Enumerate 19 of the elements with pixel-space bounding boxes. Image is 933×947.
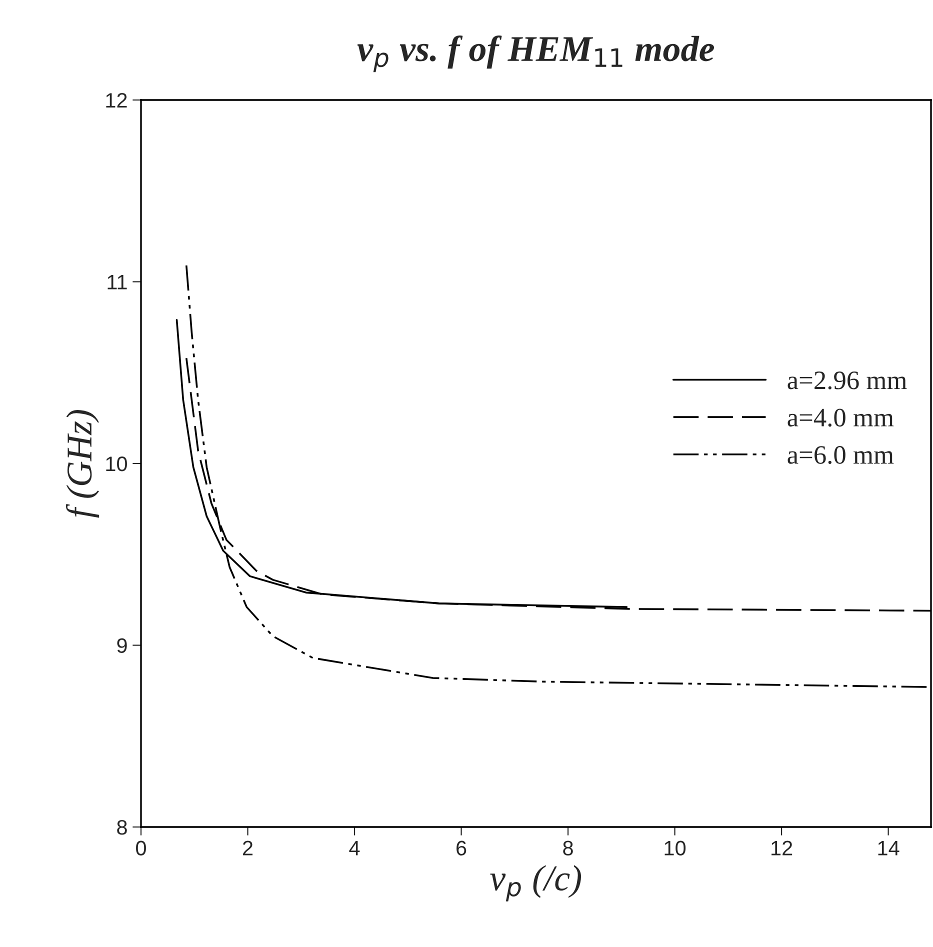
y-tick-label: 12 xyxy=(106,93,127,108)
x-tick-label: 2 xyxy=(243,840,253,856)
y-tick-label: 9 xyxy=(117,638,127,654)
y-tick-label: 8 xyxy=(117,820,127,835)
y-axis-title: f (GHz) xyxy=(66,410,100,518)
y-tick-label: 10 xyxy=(106,456,127,472)
legend-label: a=2.96 mm xyxy=(788,372,907,390)
x-tick-label: 14 xyxy=(878,840,900,856)
x-tick-label: 12 xyxy=(772,840,792,856)
chart-title: v$_{p}$ vs. f of HEM$_{11}$ mode xyxy=(357,35,714,72)
x-tick-label: 6 xyxy=(456,840,466,856)
x-tick-label: 10 xyxy=(664,840,686,856)
y-tick-label: 11 xyxy=(108,274,127,290)
x-tick-label: 0 xyxy=(136,840,146,856)
legend-label: a=4.0 mm xyxy=(788,408,894,427)
x-tick-label: 4 xyxy=(349,840,360,856)
x-tick-label: 8 xyxy=(563,840,573,856)
legend-label: a=6.0 mm xyxy=(788,446,894,464)
x-axis-title: v$_{p}$ (/c) xyxy=(490,865,582,902)
